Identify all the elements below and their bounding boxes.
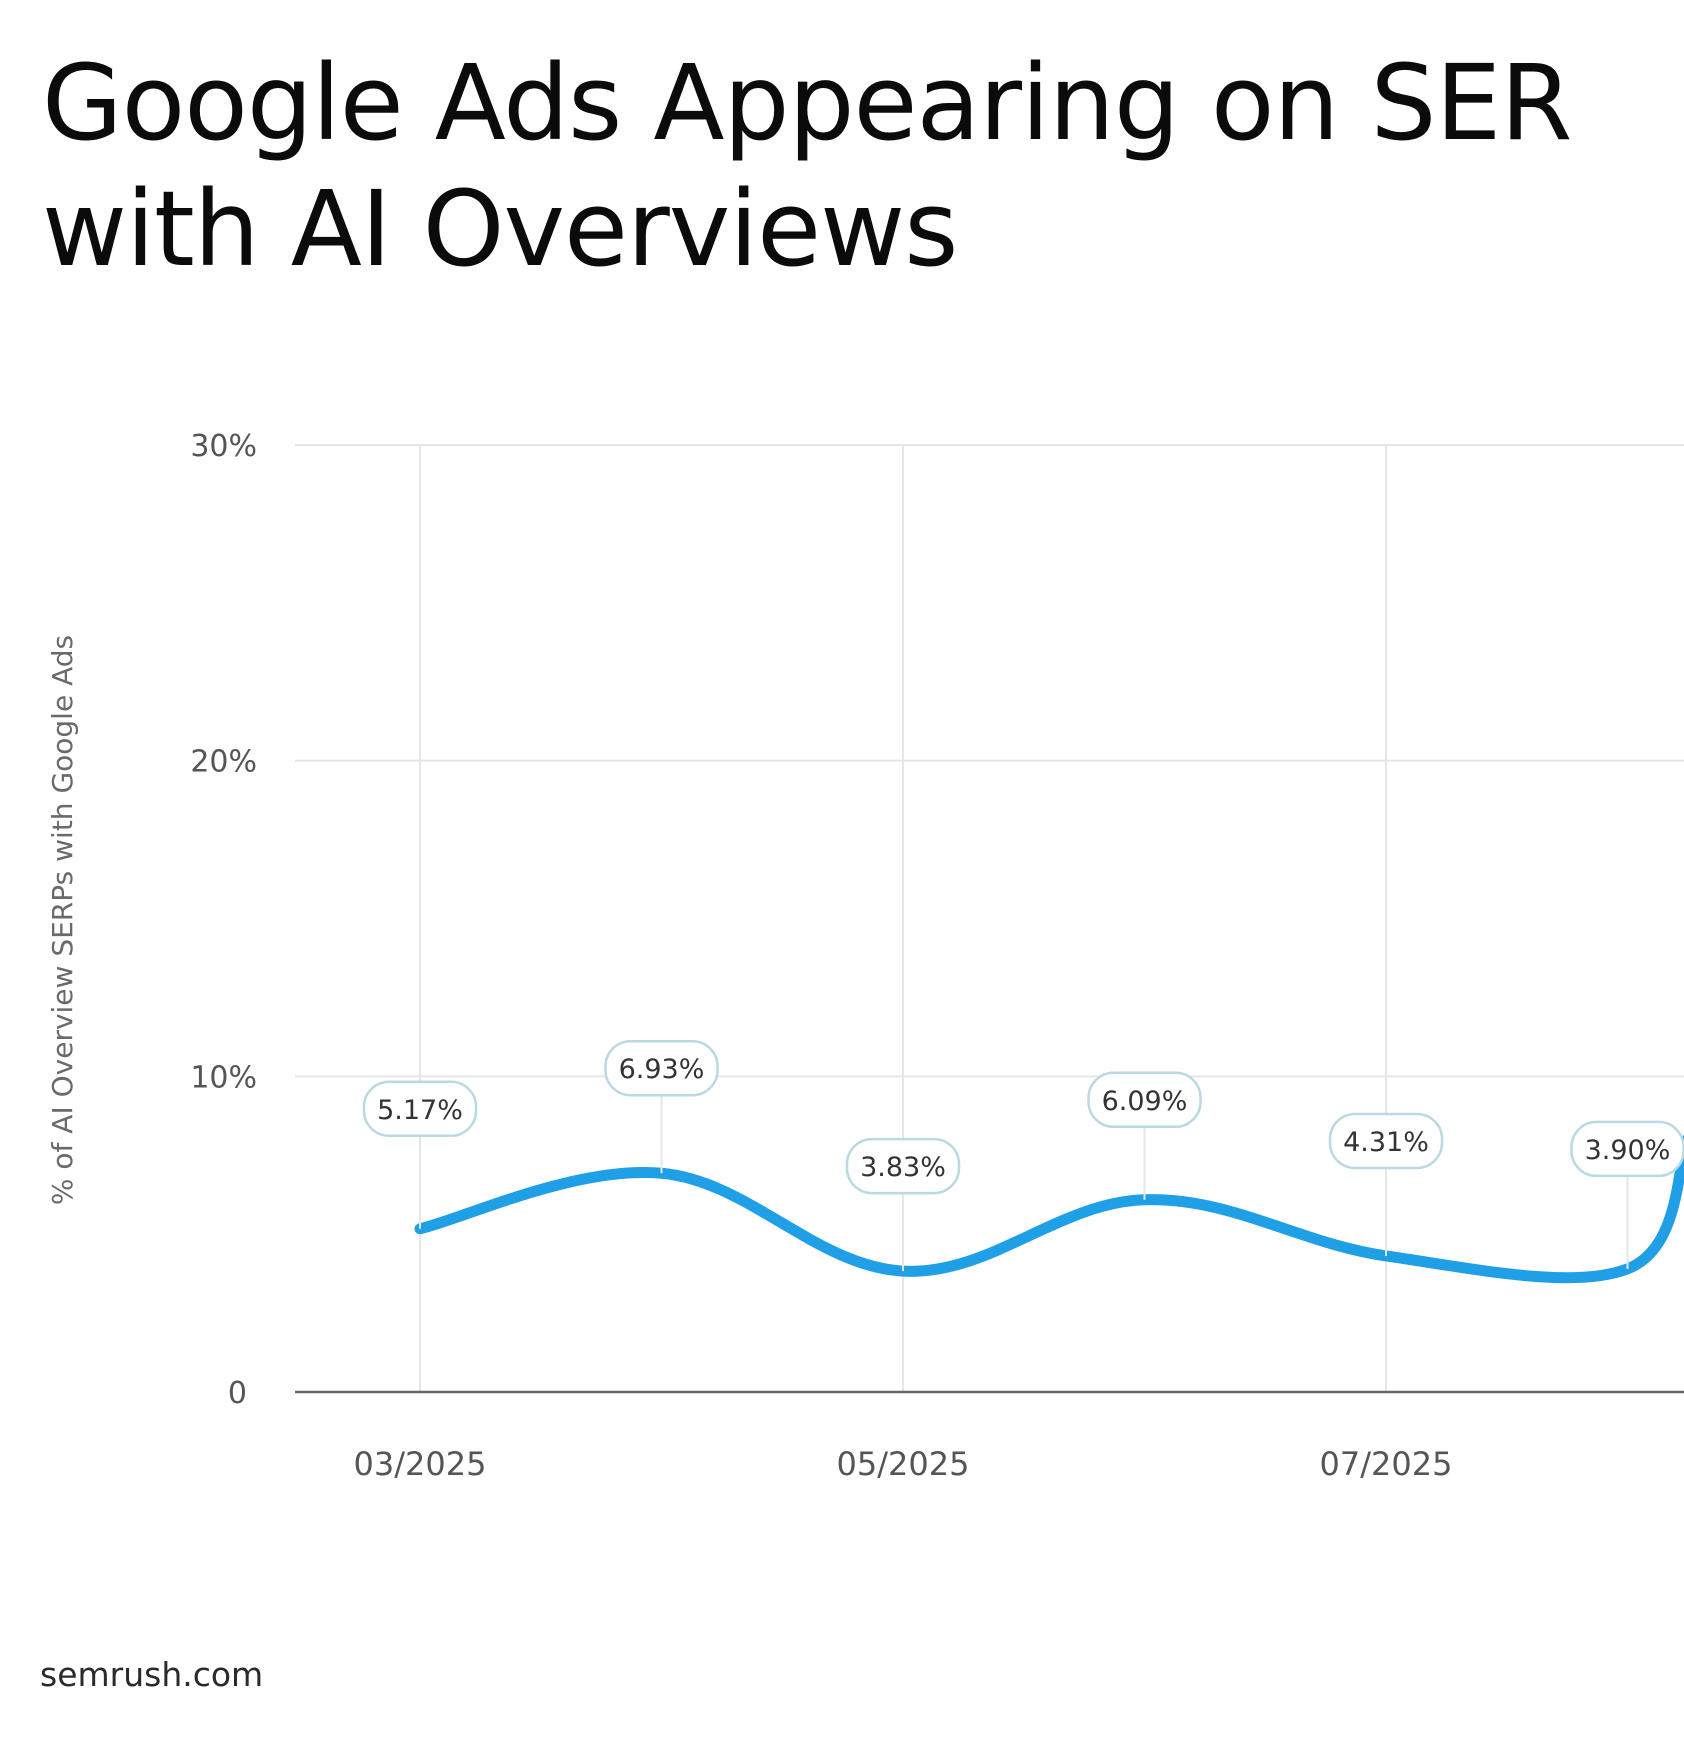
data-label: 6.93%	[619, 1054, 705, 1085]
chart-title-line-1: Google Ads Appearing on SER	[42, 42, 1573, 164]
data-label: 5.17%	[377, 1095, 463, 1126]
chart-title-line-2: with AI Overviews	[42, 168, 958, 290]
data-label-pill	[1328, 1112, 1444, 1170]
y-tick-label: 10%	[190, 1060, 257, 1095]
data-label-pill	[362, 1080, 478, 1138]
data-label: 6.09%	[1102, 1086, 1188, 1117]
y-tick-label: 0	[228, 1376, 247, 1411]
source-credit: semrush.com	[40, 1655, 264, 1694]
x-tick-label: 03/2025	[354, 1445, 487, 1483]
y-axis-label: % of AI Overview SERPs with Google Ads	[46, 635, 79, 1205]
data-label: 3.83%	[860, 1152, 946, 1183]
data-label-pill	[1087, 1071, 1202, 1129]
series-line	[414, 1134, 1684, 1284]
y-tick-label: 20%	[190, 745, 257, 780]
x-tick-label: 07/2025	[1320, 1445, 1453, 1483]
series-layer	[414, 1134, 1684, 1284]
data-label: 3.90%	[1585, 1135, 1671, 1166]
chart-title: Google Ads Appearing on SER with AI Over…	[42, 40, 1684, 292]
data-label-pill	[845, 1137, 961, 1195]
axis-layer: 0 10% 20% 30% 03/2025 05/2025 07/2025	[190, 429, 1684, 1483]
data-label-pill	[604, 1039, 719, 1097]
x-tick-label: 05/2025	[837, 1445, 970, 1483]
data-label-layer: 5.17% 6.93% 3.83% 6.09% 4.31% 3.90%	[362, 1039, 1684, 1272]
data-label: 4.31%	[1343, 1127, 1429, 1158]
y-tick-label: 30%	[190, 429, 257, 464]
